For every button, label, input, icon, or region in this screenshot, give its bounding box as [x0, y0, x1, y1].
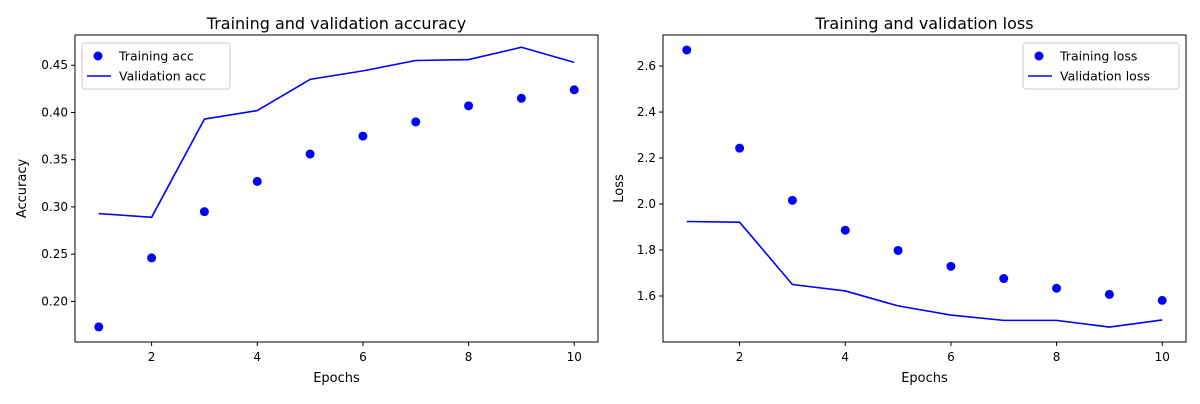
- y-tick-label: 0.40: [41, 105, 68, 119]
- y-tick-label: 0.30: [41, 200, 68, 214]
- legend: Training acc Validation acc: [81, 42, 231, 90]
- data-point: [147, 253, 157, 263]
- legend: Training loss Validation loss: [1022, 42, 1180, 90]
- y-tick-label: 1.8: [637, 243, 656, 257]
- y-tick-label: 2.4: [637, 105, 656, 119]
- chart-title: Training and validation accuracy: [206, 14, 466, 33]
- chart-panel-2: Training and validation loss 2 4 6 8 10 1.6 1.8…: [612, 14, 1187, 386]
- data-point: [516, 93, 526, 103]
- data-point: [94, 322, 104, 332]
- axes-frame: [662, 34, 1187, 343]
- data-point: [464, 101, 474, 111]
- data-point: [569, 85, 579, 95]
- x-tick-label: 10: [1155, 350, 1170, 364]
- data-point: [1052, 283, 1062, 293]
- x-tick-label: 4: [253, 350, 261, 364]
- y-tick-label: 0.45: [41, 58, 68, 72]
- y-tick-label: 0.25: [41, 247, 68, 261]
- y-tick-label: 1.6: [637, 289, 656, 303]
- legend-entry-label: Training loss: [1059, 49, 1137, 64]
- chart-panel-1: Training and validation accuracy 2 4 6 8 10 0.…: [15, 14, 599, 386]
- legend-box: [1022, 42, 1180, 90]
- data-point: [735, 143, 745, 153]
- chart-title: Training and validation loss: [814, 14, 1033, 33]
- data-point: [1157, 295, 1167, 305]
- legend-marker-handle: [93, 51, 103, 61]
- y-tick-label: 2.2: [637, 151, 656, 165]
- series-line-validation-acc: [98, 46, 575, 219]
- axes-frame: [74, 34, 599, 343]
- data-point: [682, 45, 692, 55]
- x-tick-label: 2: [736, 350, 744, 364]
- data-point: [358, 131, 368, 141]
- data-point: [199, 207, 209, 217]
- legend-entry-label: Training acc: [118, 49, 194, 64]
- series-line-validation-loss: [686, 220, 1163, 328]
- data-point: [1104, 289, 1114, 299]
- data-point: [305, 149, 315, 159]
- legend-marker-handle: [1034, 51, 1044, 61]
- x-tick-label: 6: [359, 350, 367, 364]
- x-tick-label: 4: [841, 350, 849, 364]
- x-tick-label: 8: [465, 350, 473, 364]
- x-tick-label: 6: [947, 350, 955, 364]
- data-point: [787, 195, 797, 205]
- x-axis-label: Epochs: [313, 371, 360, 386]
- y-tick-label: 0.20: [41, 294, 68, 308]
- legend-entry-label: Validation acc: [119, 69, 206, 84]
- data-point: [946, 261, 956, 271]
- data-point: [840, 225, 850, 235]
- data-point: [893, 245, 903, 255]
- y-tick-label: 0.35: [41, 153, 68, 167]
- x-tick-label: 10: [567, 350, 582, 364]
- data-point: [999, 274, 1009, 284]
- legend-entry-label: Validation loss: [1060, 69, 1150, 84]
- y-tick-label: 2.0: [637, 197, 656, 211]
- y-axis-label: Loss: [612, 174, 627, 203]
- data-point: [411, 117, 421, 127]
- x-tick-label: 8: [1053, 350, 1061, 364]
- x-tick-label: 2: [148, 350, 156, 364]
- y-tick-label: 2.6: [637, 59, 656, 73]
- legend-box: [81, 42, 231, 90]
- data-point: [252, 176, 262, 186]
- y-axis-label: Accuracy: [15, 159, 30, 219]
- x-axis-label: Epochs: [901, 371, 948, 386]
